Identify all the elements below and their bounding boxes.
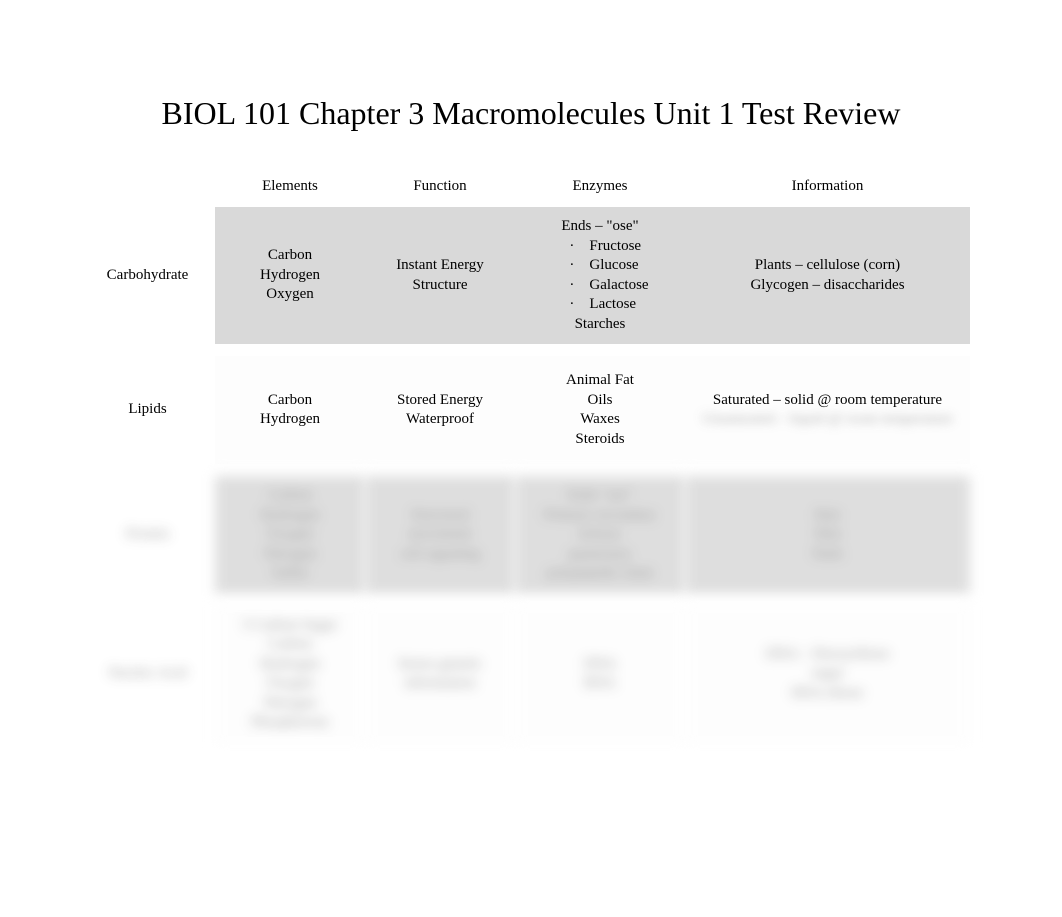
text-line: Glycogen – disaccharides bbox=[693, 276, 962, 296]
text-line: quaternary bbox=[523, 545, 677, 565]
text-line: Sulfur bbox=[223, 564, 357, 584]
table-row: Carbohydrate Carbon Hydrogen Oxygen Inst… bbox=[80, 201, 970, 350]
text-line: Primary secondary tertiary bbox=[523, 506, 677, 545]
cell-nucleic-function: Stores genetic information bbox=[365, 600, 515, 749]
cell-carb-elements: Carbon Hydrogen Oxygen bbox=[215, 201, 365, 350]
header-enzymes: Enzymes bbox=[515, 172, 685, 201]
cell-nucleic-info: DNA – Deoxyribose sugar RNA ribose bbox=[685, 600, 970, 749]
text-line: Starches bbox=[551, 315, 648, 335]
text-line: Ends – "ose" bbox=[551, 217, 648, 237]
text-line: information bbox=[373, 674, 507, 694]
text-line: Carbon bbox=[223, 635, 357, 655]
text-line: Oxygen bbox=[223, 525, 357, 545]
cell-lipids-elements: Carbon Hydrogen bbox=[215, 350, 365, 470]
text-line: Hydrogen bbox=[223, 506, 357, 526]
cell-protein-enzymes: Ends "ase" Primary secondary tertiary qu… bbox=[515, 470, 685, 600]
header-function: Function bbox=[365, 172, 515, 201]
text-line: Ends "ase" bbox=[523, 486, 677, 506]
text-line: Stores genetic bbox=[373, 655, 507, 675]
row-label-protein: Protein bbox=[80, 470, 215, 600]
text-line: Lactose bbox=[589, 296, 636, 312]
table-row: Nucleic Acid 5 Carbon Sugar Carbon Hydro… bbox=[80, 600, 970, 749]
text-line: RNA ribose bbox=[693, 684, 962, 704]
text-line: Nails bbox=[693, 545, 962, 565]
text-line: Hydrogen bbox=[223, 410, 357, 430]
header-information: Information bbox=[685, 172, 970, 201]
text-line: movement bbox=[373, 525, 507, 545]
macromolecules-table: Elements Function Enzymes Information Ca… bbox=[80, 172, 970, 749]
text-line: Structural bbox=[373, 506, 507, 526]
cell-nucleic-elements: 5 Carbon Sugar Carbon Hydrogen Oxygen Ni… bbox=[215, 600, 365, 749]
text-line: polypeptide chain bbox=[523, 564, 677, 584]
text-line: Carbon bbox=[223, 486, 357, 506]
text-line: Oils bbox=[523, 391, 677, 411]
text-line: Stored Energy bbox=[373, 391, 507, 411]
text-line: Oxygen bbox=[223, 285, 357, 305]
list-item: ·Fructose bbox=[551, 237, 648, 257]
text-line: Waterproof bbox=[373, 410, 507, 430]
cell-lipids-function: Stored Energy Waterproof bbox=[365, 350, 515, 470]
cell-carb-function: Instant Energy Structure bbox=[365, 201, 515, 350]
text-line: Galactose bbox=[589, 277, 648, 293]
cell-protein-function: Structural movement cell signaling bbox=[365, 470, 515, 600]
text-line: Glucose bbox=[589, 257, 638, 273]
text-line: Carbon bbox=[223, 391, 357, 411]
cell-nucleic-enzymes: DNA RNA bbox=[515, 600, 685, 749]
text-line: Waxes bbox=[523, 410, 677, 430]
text-line: Skin bbox=[693, 525, 962, 545]
text-line: 5 Carbon Sugar bbox=[223, 616, 357, 636]
list-item: ·Lactose bbox=[551, 295, 648, 315]
list-item: ·Glucose bbox=[551, 256, 648, 276]
text-line: Structure bbox=[373, 276, 507, 296]
table-header-row: Elements Function Enzymes Information bbox=[80, 172, 970, 201]
cell-protein-info: Hair Skin Nails bbox=[685, 470, 970, 600]
row-label-nucleic: Nucleic Acid bbox=[80, 600, 215, 749]
header-blank bbox=[80, 172, 215, 201]
cell-protein-elements: Carbon Hydrogen Oxygen Nitrogen Sulfur bbox=[215, 470, 365, 600]
text-line: Plants – cellulose (corn) bbox=[693, 256, 962, 276]
text-line: cell signaling bbox=[373, 545, 507, 565]
text-line: Animal Fat bbox=[523, 371, 677, 391]
text-line: Nitrogen bbox=[223, 545, 357, 565]
text-line: RNA bbox=[523, 674, 677, 694]
table-row: Protein Carbon Hydrogen Oxygen Nitrogen … bbox=[80, 470, 970, 600]
row-label-lipids: Lipids bbox=[80, 350, 215, 470]
text-line: Fructose bbox=[589, 238, 641, 254]
text-line: Hair bbox=[693, 506, 962, 526]
text-line: Phosphorous bbox=[223, 713, 357, 733]
text-line: Nitrogen bbox=[223, 694, 357, 714]
cell-lipids-enzymes: Animal Fat Oils Waxes Steroids bbox=[515, 350, 685, 470]
text-line: Instant Energy bbox=[373, 256, 507, 276]
text-line: Hydrogen bbox=[223, 266, 357, 286]
text-line: Saturated – solid @ room temperature bbox=[693, 391, 962, 411]
text-line: DNA – Deoxyribose bbox=[693, 645, 962, 665]
text-line: Unsaturated – liquid @ room temperature bbox=[702, 410, 953, 430]
text-line: Carbon bbox=[223, 246, 357, 266]
cell-lipids-info: Saturated – solid @ room temperature Uns… bbox=[685, 350, 970, 470]
text-line: Oxygen bbox=[223, 674, 357, 694]
header-elements: Elements bbox=[215, 172, 365, 201]
text-line: Steroids bbox=[523, 430, 677, 450]
text-line: Hydrogen bbox=[223, 655, 357, 675]
text-line: sugar bbox=[693, 664, 962, 684]
row-label-carb: Carbohydrate bbox=[80, 201, 215, 350]
cell-carb-enzymes: Ends – "ose" ·Fructose ·Glucose ·Galacto… bbox=[515, 201, 685, 350]
list-item: ·Galactose bbox=[551, 276, 648, 296]
text-line: DNA bbox=[523, 655, 677, 675]
page-title: BIOL 101 Chapter 3 Macromolecules Unit 1… bbox=[0, 95, 1062, 132]
cell-carb-info: Plants – cellulose (corn) Glycogen – dis… bbox=[685, 201, 970, 350]
table-row: Lipids Carbon Hydrogen Stored Energy Wat… bbox=[80, 350, 970, 470]
